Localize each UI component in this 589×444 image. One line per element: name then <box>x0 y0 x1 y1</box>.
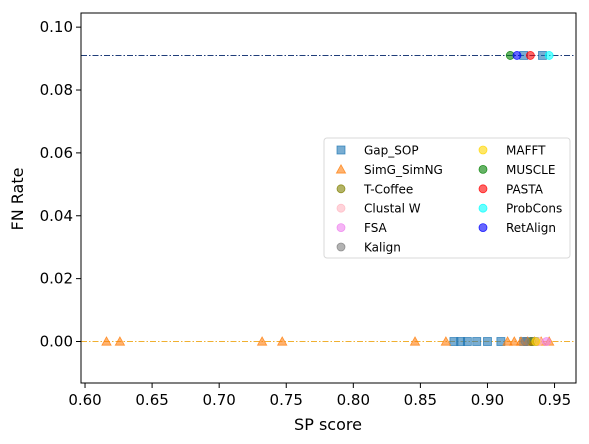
legend-label-0: Gap_SOP <box>364 144 419 158</box>
legend-marker-7 <box>478 164 488 174</box>
y-tick-label-4: 0.08 <box>40 81 73 99</box>
legend-label-7: MUSCLE <box>506 163 555 177</box>
point-pasta-0 <box>525 51 535 60</box>
point-mafft-0 <box>531 337 541 346</box>
y-tick-label-1: 0.02 <box>40 270 73 288</box>
legend-marker-0 <box>336 145 346 155</box>
plot-area <box>81 51 576 346</box>
point-simg-simng-4 <box>409 336 421 346</box>
y-axis-label: FN Rate <box>8 168 27 231</box>
y-tick-label-0: 0.00 <box>40 333 73 351</box>
legend: Gap_SOP SimG_SimNG T-Coffee Clustal W FSA Kal… <box>323 137 571 259</box>
legend-marker-3 <box>336 203 346 213</box>
point-retalign-0 <box>512 51 522 60</box>
x-tick-label-1: 0.65 <box>135 391 168 409</box>
legend-label-3: Clustal W <box>364 202 421 216</box>
legend-label-6: MAFFT <box>506 144 546 158</box>
plot-frame <box>80 12 577 384</box>
legend-label-1: SimG_SimNG <box>364 163 443 177</box>
point-simg-simng-1 <box>114 336 126 346</box>
point-simg-simng-0 <box>101 336 112 346</box>
legend-marker-6 <box>478 145 488 155</box>
point-simg-simng-3 <box>276 336 288 346</box>
x-tick-label-5: 0.85 <box>404 391 437 409</box>
legend-label-2: T-Coffee <box>363 182 413 196</box>
point-simg-simng-2 <box>256 336 268 346</box>
point-kalign-0 <box>520 337 530 346</box>
x-axis-label: SP score <box>294 415 362 434</box>
legend-label-10: RetAlign <box>506 221 556 235</box>
point-fsa-0 <box>542 337 551 346</box>
x-tick-label-3: 0.75 <box>270 391 303 409</box>
legend-label-5: Kalign <box>364 241 401 255</box>
legend-marker-10 <box>478 223 488 233</box>
point-gap-sop-3 <box>472 337 482 346</box>
x-tick-label-0: 0.60 <box>68 391 101 409</box>
legend-marker-5 <box>336 242 346 252</box>
legend-marker-1 <box>335 163 347 174</box>
x-tick-label-4: 0.80 <box>337 391 370 409</box>
legend-box <box>323 137 571 259</box>
legend-label-8: PASTA <box>506 182 544 196</box>
legend-marker-4 <box>336 223 346 233</box>
point-probcons-0 <box>544 51 554 60</box>
legend-label-9: ProbCons <box>506 202 562 216</box>
legend-marker-9 <box>478 203 488 213</box>
point-simg-simng-5 <box>440 336 452 346</box>
x-tick-label-2: 0.70 <box>202 391 235 409</box>
point-gap-sop-4 <box>483 337 492 346</box>
y-tick-label-5: 0.10 <box>40 18 73 36</box>
x-tick-label-7: 0.95 <box>538 391 571 409</box>
legend-marker-8 <box>478 184 488 194</box>
y-tick-label-2: 0.04 <box>40 207 73 225</box>
y-tick-label-3: 0.06 <box>40 144 73 162</box>
point-simg-simng-7 <box>509 336 520 346</box>
point-gap-sop-2 <box>462 337 472 346</box>
point-simg-simng-6 <box>502 336 513 346</box>
x-tick-label-6: 0.90 <box>471 391 504 409</box>
legend-label-4: FSA <box>364 221 388 235</box>
legend-marker-2 <box>336 184 346 194</box>
axes: 0.60 0.65 0.70 0.75 0.80 0.85 0.90 0.95 0.00 0.02… <box>40 12 577 409</box>
